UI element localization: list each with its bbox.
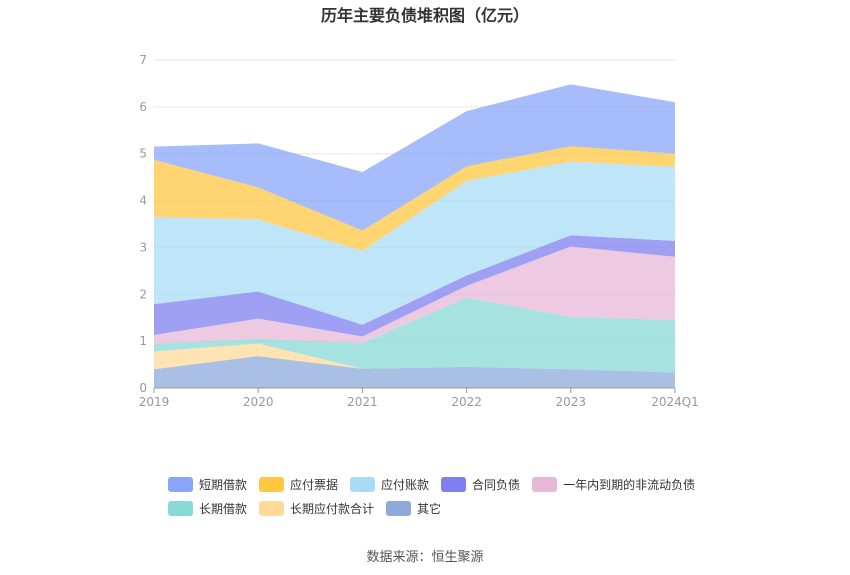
axes: 0 1 2 3 4 5 6 7 2019 2020 2021 2022 2023 2024Q1 <box>139 53 699 409</box>
legend-swatch <box>441 476 467 492</box>
legend-item[interactable]: 应付票据 <box>259 476 338 493</box>
legend-swatch <box>168 476 193 492</box>
legend-swatch <box>350 476 376 492</box>
x-tick-label: 2024Q1 <box>651 395 699 409</box>
y-tick-label: 0 <box>139 381 147 395</box>
legend-label: 一年内到期的非流动负债 <box>563 477 696 492</box>
y-tick-label: 5 <box>139 147 147 161</box>
legend-item[interactable]: 其它 <box>386 500 441 517</box>
y-tick-label: 3 <box>139 240 147 254</box>
y-tick-label: 2 <box>139 287 147 301</box>
legend-row: 长期借款 长期应付款合计 其它 <box>168 496 728 520</box>
legend-item[interactable]: 长期应付款合计 <box>259 500 374 517</box>
y-tick-label: 6 <box>139 100 147 114</box>
legend-swatch <box>386 500 412 516</box>
legend-row: 短期借款 应付票据 应付账款 合同负债 一年内到期的非流动负债 <box>168 472 728 496</box>
legend: 短期借款 应付票据 应付账款 合同负债 一年内到期的非流动负债 长期借款 长期应付款合计 其… <box>168 472 728 520</box>
x-tick-label: 2020 <box>243 395 274 409</box>
y-tick-label: 1 <box>139 334 147 348</box>
legend-label: 长期应付款合计 <box>290 501 375 516</box>
legend-label: 短期借款 <box>199 477 248 492</box>
y-tick-label: 4 <box>139 194 147 208</box>
legend-item[interactable]: 短期借款 <box>168 476 247 493</box>
legend-item[interactable]: 一年内到期的非流动负债 <box>532 476 695 493</box>
legend-swatch <box>532 476 558 492</box>
chart-title: 历年主要负债堆积图（亿元） <box>320 6 529 25</box>
legend-label: 应付票据 <box>290 477 339 492</box>
area-series-1 <box>154 356 675 388</box>
area-series-8 <box>154 84 675 231</box>
legend-label: 应付账款 <box>381 477 430 492</box>
x-tick-label: 2022 <box>451 395 482 409</box>
legend-swatch <box>259 476 285 492</box>
area-series-3 <box>154 297 675 373</box>
legend-swatch <box>259 500 285 516</box>
legend-label: 合同负债 <box>472 477 521 492</box>
legend-label: 长期借款 <box>199 501 248 516</box>
legend-label: 其它 <box>417 501 442 516</box>
area-series-4 <box>154 246 675 344</box>
area-series-6 <box>154 161 675 325</box>
area-series-7 <box>154 146 675 251</box>
legend-item[interactable]: 合同负债 <box>441 476 520 493</box>
area-series-2 <box>154 343 675 373</box>
x-tick-label: 2023 <box>556 395 587 409</box>
legend-item[interactable]: 应付账款 <box>350 476 429 493</box>
y-tick-label: 7 <box>139 53 147 67</box>
area-series <box>154 84 675 388</box>
area-series-5 <box>154 235 675 337</box>
x-tick-label: 2021 <box>347 395 378 409</box>
x-tick-label: 2019 <box>139 395 170 409</box>
legend-swatch <box>168 500 193 516</box>
legend-item[interactable]: 长期借款 <box>168 500 247 517</box>
data-source: 数据来源：恒生聚源 <box>366 550 484 565</box>
